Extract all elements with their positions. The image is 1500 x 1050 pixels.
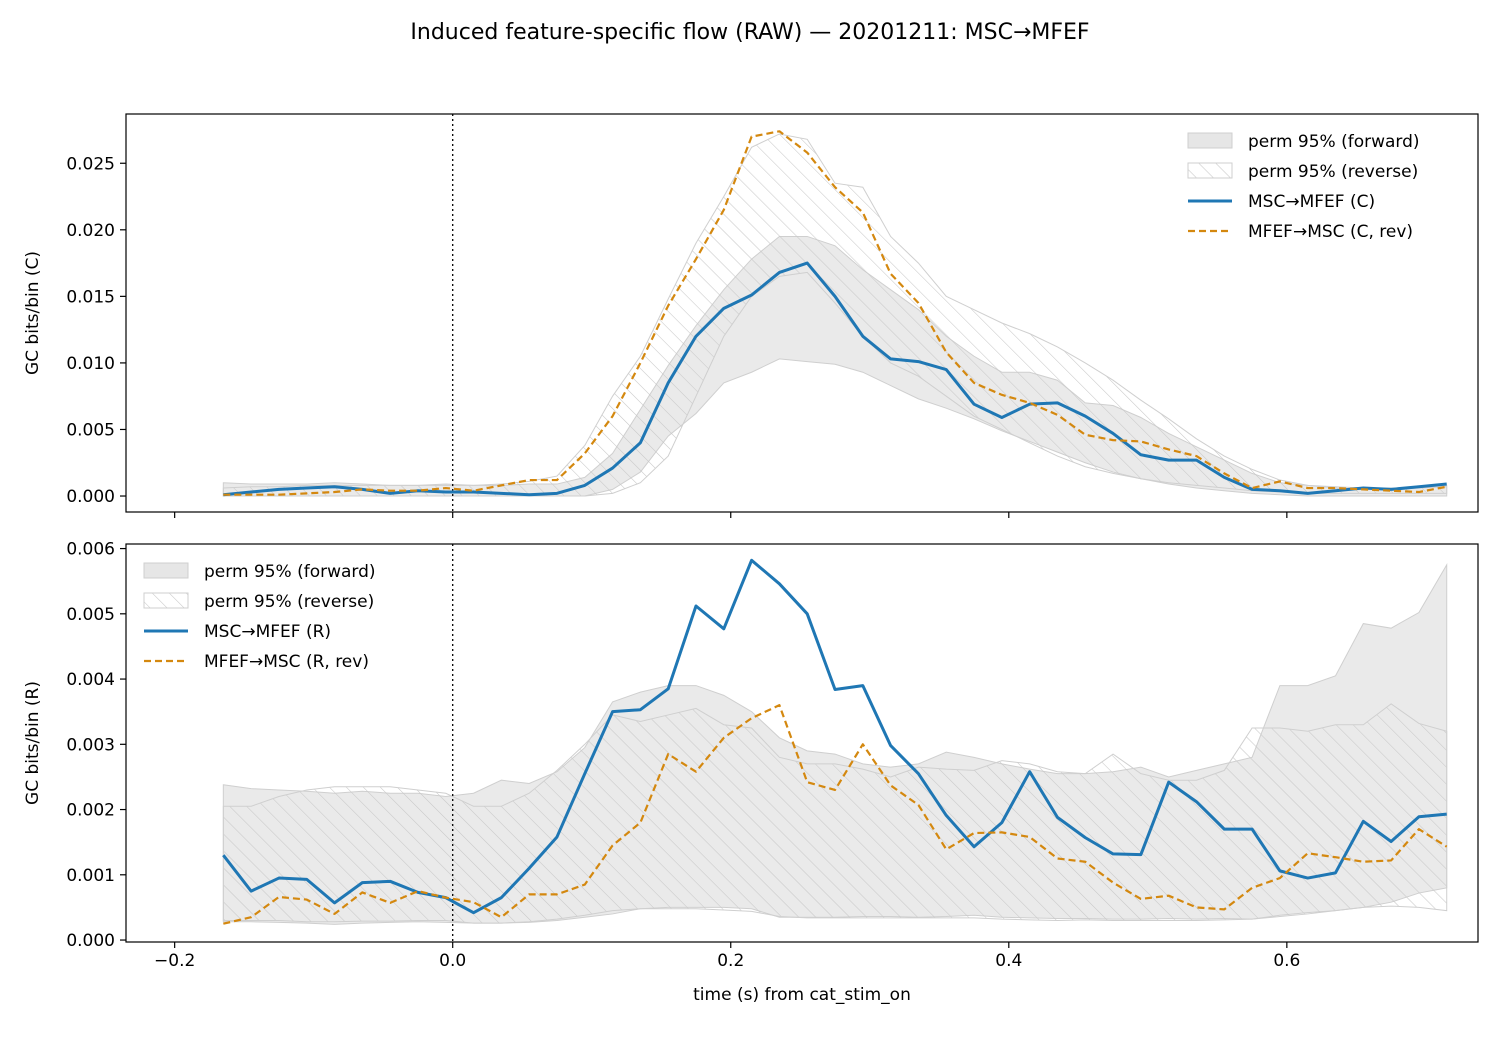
y-tick-label: 0.002 bbox=[66, 801, 115, 821]
bottom-axes-frame bbox=[125, 543, 1479, 943]
x-tick-label: 0.0 bbox=[439, 951, 466, 971]
bottom-panel: −0.2 0.0 0.2 0.4 0.6 0.0000.0010.0020.0030.0… bbox=[23, 540, 1479, 1005]
legend-swatch-reverse-band bbox=[143, 592, 189, 609]
bottom-series-reverse-line bbox=[223, 704, 1448, 925]
legend-label: perm 95% (reverse) bbox=[204, 592, 374, 612]
y-tick-label: 0.020 bbox=[66, 221, 115, 241]
x-tick-label: 0.4 bbox=[995, 951, 1022, 971]
bottom-y-axis-label: GC bits/bin (R) bbox=[23, 681, 43, 805]
bottom-y-ticks: 0.000 0.001 0.002 0.003 0.004 0.005 0.006 bbox=[66, 540, 126, 951]
bottom-band-reverse bbox=[222, 703, 1448, 924]
top-series-forward-line bbox=[223, 261, 1447, 497]
top-panel: 0.000 0.005 0.010 0.015 0.020 0.025 GC bits/b… bbox=[23, 113, 1479, 518]
y-tick-label: 0.000 bbox=[66, 487, 115, 507]
legend-entry: perm 95% (forward) bbox=[143, 562, 376, 582]
bottom-plot-area bbox=[222, 544, 1448, 942]
legend-label: perm 95% (reverse) bbox=[1248, 162, 1418, 182]
x-tick-label: 0.6 bbox=[1273, 951, 1300, 971]
top-series-reverse-line bbox=[223, 130, 1447, 496]
figure-title: Induced feature-specific flow (RAW) — 20… bbox=[410, 20, 1089, 45]
legend-entry: MFEF→MSC (C, rev) bbox=[1188, 222, 1413, 242]
top-x-ticks bbox=[174, 512, 1288, 518]
legend-entry: perm 95% (forward) bbox=[1187, 132, 1420, 152]
legend-label: perm 95% (forward) bbox=[1248, 132, 1420, 152]
legend-label: perm 95% (forward) bbox=[204, 562, 376, 582]
bottom-legend: perm 95% (forward) perm 95% (reverse) MSC→… bbox=[143, 562, 376, 672]
y-tick-label: 0.025 bbox=[66, 154, 115, 174]
legend-entry: MSC→MFEF (C) bbox=[1188, 192, 1375, 212]
legend-entry: perm 95% (reverse) bbox=[1187, 162, 1418, 182]
top-axes-frame bbox=[125, 113, 1479, 513]
top-legend: perm 95% (forward) perm 95% (reverse) MSC→… bbox=[1187, 132, 1420, 242]
y-tick-label: 0.015 bbox=[66, 287, 115, 307]
top-y-axis-label: GC bits/bin (C) bbox=[23, 251, 43, 375]
y-tick-label: 0.006 bbox=[66, 540, 115, 560]
y-tick-label: 0.010 bbox=[66, 354, 115, 374]
top-band-reverse bbox=[222, 133, 1448, 497]
legend-entry: MSC→MFEF (R) bbox=[144, 622, 331, 642]
legend-entry: MFEF→MSC (R, rev) bbox=[144, 652, 369, 672]
top-plot-area bbox=[222, 114, 1448, 512]
y-tick-label: 0.005 bbox=[66, 605, 115, 625]
x-tick-label: 0.2 bbox=[717, 951, 744, 971]
legend-label: MFEF→MSC (C, rev) bbox=[1248, 222, 1413, 242]
x-tick-label: −0.2 bbox=[154, 951, 195, 971]
bottom-x-ticks: −0.2 0.0 0.2 0.4 0.6 bbox=[154, 942, 1300, 971]
top-y-ticks: 0.000 0.005 0.010 0.015 0.020 0.025 bbox=[66, 154, 126, 507]
legend-swatch-forward-band bbox=[1187, 132, 1233, 149]
legend-entry: perm 95% (reverse) bbox=[143, 592, 374, 612]
y-tick-label: 0.001 bbox=[66, 866, 115, 886]
y-tick-label: 0.004 bbox=[66, 670, 115, 690]
legend-label: MFEF→MSC (R, rev) bbox=[204, 652, 369, 672]
legend-swatch-forward-band bbox=[143, 562, 189, 579]
y-tick-label: 0.000 bbox=[66, 931, 115, 951]
legend-swatch-reverse-band bbox=[1187, 162, 1233, 179]
legend-label: MSC→MFEF (R) bbox=[204, 622, 331, 642]
y-tick-label: 0.003 bbox=[66, 735, 115, 755]
x-axis-label: time (s) from cat_stim_on bbox=[693, 985, 911, 1005]
y-tick-label: 0.005 bbox=[66, 420, 115, 440]
legend-label: MSC→MFEF (C) bbox=[1248, 192, 1375, 212]
